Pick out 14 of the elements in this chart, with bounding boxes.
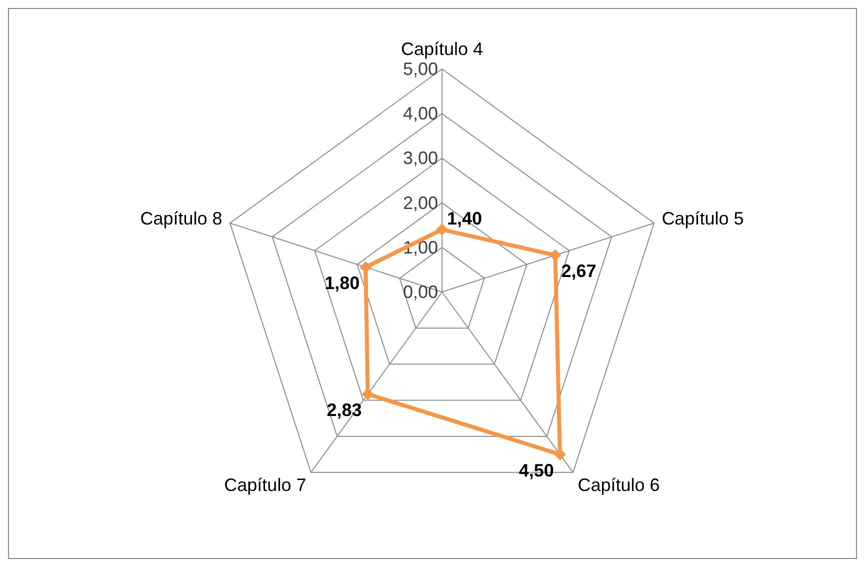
data-label: 2,67 xyxy=(561,261,596,282)
data-label: 2,83 xyxy=(326,400,362,420)
data-label: 1,40 xyxy=(447,208,482,229)
y-tick-label: 4,00 xyxy=(402,104,438,124)
y-tick-label: 3,00 xyxy=(402,148,438,168)
spoke-label: Capítulo 5 xyxy=(662,208,744,229)
spoke-label: Capítulo 6 xyxy=(578,474,660,495)
y-tick-label: 2,00 xyxy=(402,192,438,213)
spoke-label: Capítulo 7 xyxy=(224,474,306,495)
spoke-label: Capítulo 8 xyxy=(140,208,222,229)
data-label: 1,80 xyxy=(324,273,360,294)
y-tick-label: 5,00 xyxy=(402,59,438,79)
data-label: 4,50 xyxy=(518,460,554,480)
spoke-label: Capítulo 4 xyxy=(400,39,484,59)
